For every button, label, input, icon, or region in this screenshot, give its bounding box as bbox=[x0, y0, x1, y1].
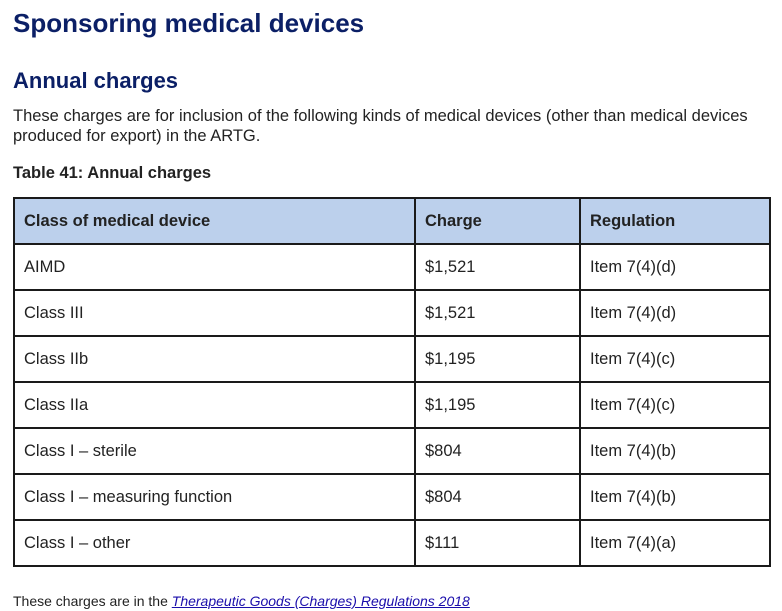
table-row: Class III $1,521 Item 7(4)(d) bbox=[13, 289, 771, 337]
cell-regulation: Item 7(4)(a) bbox=[579, 519, 771, 567]
table-header-row: Class of medical device Charge Regulatio… bbox=[13, 197, 771, 245]
annual-charges-table: Class of medical device Charge Regulatio… bbox=[13, 197, 771, 567]
table-row: Class I – measuring function $804 Item 7… bbox=[13, 473, 771, 521]
table-row: Class I – sterile $804 Item 7(4)(b) bbox=[13, 427, 771, 475]
cell-regulation: Item 7(4)(b) bbox=[579, 427, 771, 475]
cell-charge: $804 bbox=[414, 473, 581, 521]
footer-prefix: These charges are in the bbox=[13, 593, 172, 609]
header-regulation: Regulation bbox=[579, 197, 771, 245]
cell-charge: $111 bbox=[414, 519, 581, 567]
cell-class: Class III bbox=[13, 289, 416, 337]
cell-charge: $804 bbox=[414, 427, 581, 475]
cell-class: Class IIa bbox=[13, 381, 416, 429]
header-class: Class of medical device bbox=[13, 197, 416, 245]
cell-regulation: Item 7(4)(b) bbox=[579, 473, 771, 521]
table-row: AIMD $1,521 Item 7(4)(d) bbox=[13, 243, 771, 291]
table-row: Class IIb $1,195 Item 7(4)(c) bbox=[13, 335, 771, 383]
cell-regulation: Item 7(4)(c) bbox=[579, 381, 771, 429]
cell-class: AIMD bbox=[13, 243, 416, 291]
regulations-link[interactable]: Therapeutic Goods (Charges) Regulations … bbox=[171, 593, 470, 609]
section-title: Annual charges bbox=[13, 68, 179, 93]
footer-note: These charges are in the Therapeutic Goo… bbox=[13, 593, 470, 609]
cell-regulation: Item 7(4)(d) bbox=[579, 289, 771, 337]
cell-charge: $1,195 bbox=[414, 335, 581, 383]
header-charge: Charge bbox=[414, 197, 581, 245]
table-row: Class I – other $111 Item 7(4)(a) bbox=[13, 519, 771, 567]
cell-class: Class IIb bbox=[13, 335, 416, 383]
table-caption: Table 41: Annual charges bbox=[13, 164, 212, 182]
cell-charge: $1,521 bbox=[414, 289, 581, 337]
cell-class: Class I – other bbox=[13, 519, 416, 567]
cell-regulation: Item 7(4)(c) bbox=[579, 335, 771, 383]
cell-charge: $1,195 bbox=[414, 381, 581, 429]
table-row: Class IIa $1,195 Item 7(4)(c) bbox=[13, 381, 771, 429]
cell-class: Class I – sterile bbox=[13, 427, 416, 475]
cell-charge: $1,521 bbox=[414, 243, 581, 291]
cell-class: Class I – measuring function bbox=[13, 473, 416, 521]
page-title: Sponsoring medical devices bbox=[13, 8, 365, 38]
intro-paragraph: These charges are for inclusion of the f… bbox=[13, 107, 748, 145]
cell-regulation: Item 7(4)(d) bbox=[579, 243, 771, 291]
